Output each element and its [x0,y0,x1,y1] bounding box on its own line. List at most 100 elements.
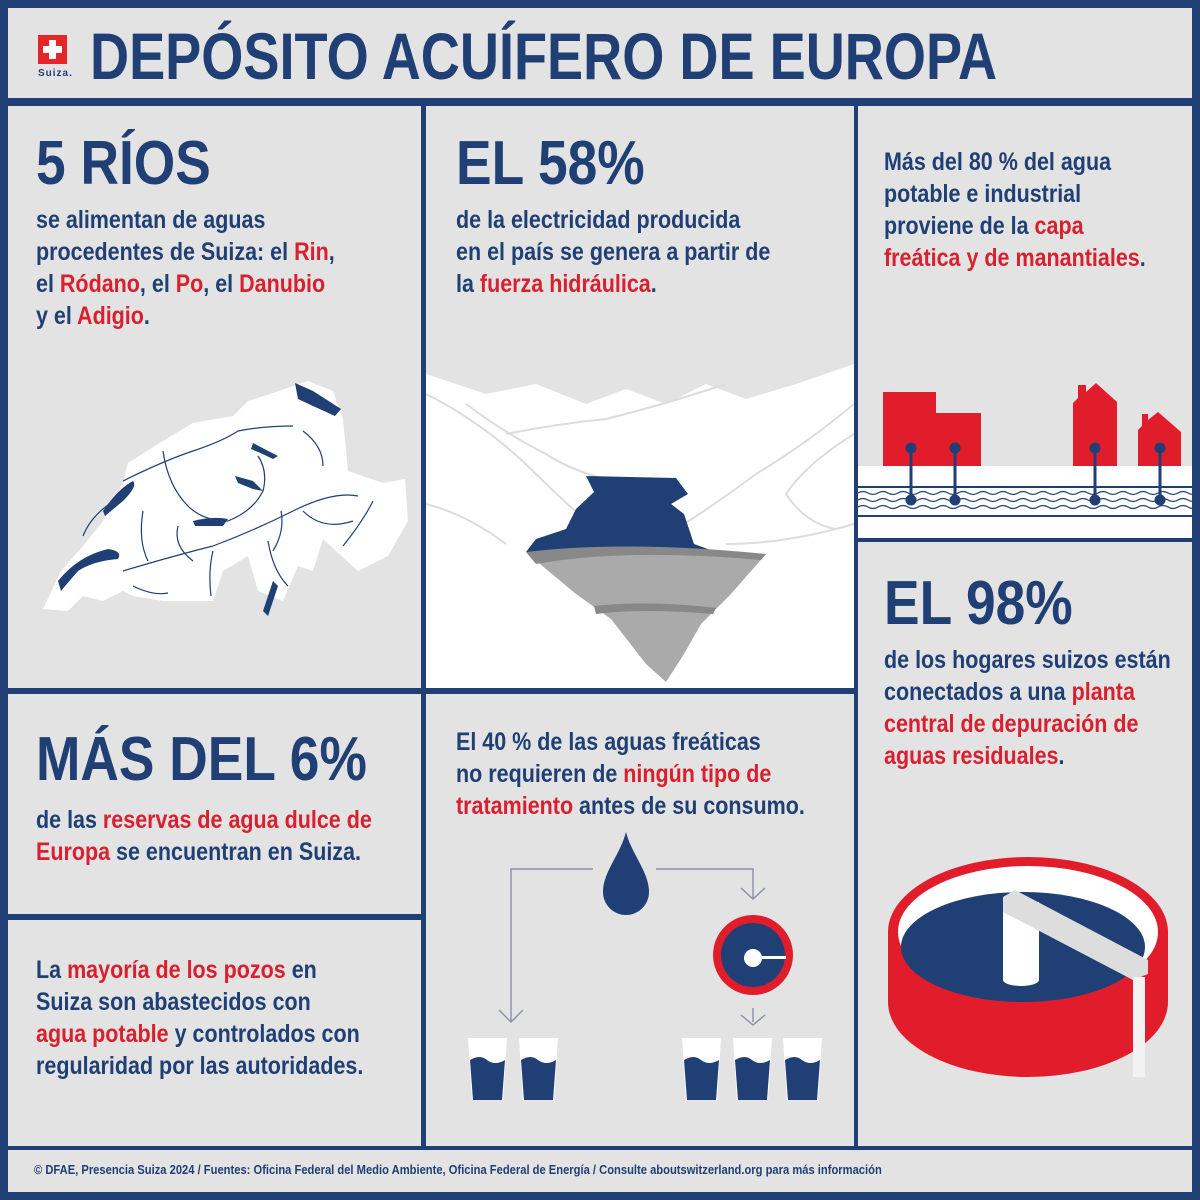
body-text: proviene de la [884,212,1035,240]
highlight-text: tratamiento [456,792,574,820]
text-line: central de depuración de [884,708,1171,740]
rivers-headline: 5 RÍOS [36,129,211,198]
text-line: el Ródano, el Po, el Danubio [36,268,335,300]
body-text: . [1139,244,1146,272]
hydro-panel: EL 58% de la electricidad producida en el… [426,106,854,688]
body-text: procedentes de Suiza: el [36,238,295,266]
page-title: DEPÓSITO ACUÍFERO DE EUROPA [90,19,998,93]
body-text: en [285,956,317,984]
glasses-right [682,1038,822,1100]
highlight-text: Po [175,270,204,298]
text-line: Europa se encuentran en Suiza. [36,836,372,868]
text-line: procedentes de Suiza: el Rin, [36,236,335,268]
body-text: en el país se genera a partir de [456,238,771,266]
untreated-text: El 40 % de las aguas freáticas no requier… [456,726,854,822]
text-line: tratamiento antes de su consumo. [456,790,805,822]
body-text: El 40 % de las aguas freáticas [456,728,761,756]
body-text: regularidad por las autoridades. [36,1052,364,1080]
rivers-text: se alimentan de aguas procedentes de Suiz… [36,204,383,332]
reserves-panel: MÁS DEL 6% de las reservas de agua dulce… [8,694,421,914]
body-text: . [650,270,657,298]
hydro-headline: EL 58% [456,129,645,198]
body-text: y controlados con [168,1020,360,1048]
text-line: de la electricidad producida [456,204,770,236]
footer: © DFAE, Presencia Suiza 2024 / Fuentes: … [8,1150,1192,1192]
highlight-text: fuerza hidráulica [479,270,651,298]
water-drop-glasses-icon [468,832,822,1100]
highlight-text: Rin [294,238,329,266]
text-line: regularidad por las autoridades. [36,1050,363,1082]
switzerland-map-icon [43,381,408,616]
text-line: potable e industrial [884,178,1146,210]
highlight-text: freática y de manantiales [884,244,1140,272]
text-line: El 40 % de las aguas freáticas [456,726,805,758]
groundwater-text: Más del 80 % del agua potable e industria… [884,146,1188,274]
body-text: potable e industrial [884,180,1082,208]
text-line: no requieren de ningún tipo de [456,758,805,790]
text-line: la fuerza hidráulica. [456,268,770,300]
alpine-reservoir-icon [426,364,854,688]
text-line: agua potable y controlados con [36,1018,363,1050]
text-line: en el país se genera a partir de [456,236,770,268]
wells-panel: La mayoría de los pozos en Suiza son abas… [8,920,421,1146]
footer-credits: © DFAE, Presencia Suiza 2024 / Fuentes: … [34,1162,882,1177]
highlight-text: Europa [36,838,111,866]
highlight-text: capa [1034,212,1084,240]
body-text: se alimentan de aguas [36,206,266,234]
text-line: conectados a una planta [884,676,1171,708]
treatment-tank-icon [888,857,1168,1077]
body-text: de la electricidad producida [456,206,741,234]
text-line: Suiza son abastecidos con [36,986,363,1018]
buildings-wells-icon [858,383,1192,538]
highlight-text: Ródano [59,270,140,298]
body-text: Suiza son abastecidos con [36,988,311,1016]
body-text: de las [36,806,103,834]
text-line: La mayoría de los pozos en [36,954,363,986]
hydro-text: de la electricidad producida en el país s… [456,204,821,300]
swiss-logo: Suiza. [30,26,80,90]
groundwater-panel: Más del 80 % del agua potable e industria… [858,106,1192,538]
highlight-text: reservas de agua dulce de [102,806,372,834]
highlight-text: mayoría de los pozos [67,956,286,984]
body-text: se encuentran en Suiza. [110,838,361,866]
wastewater-headline: EL 98% [884,569,1073,638]
highlight-text: agua potable [36,1020,169,1048]
text-line: se alimentan de aguas [36,204,335,236]
rivers-panel: 5 RÍOS se alimentan de aguas procedentes … [8,106,421,688]
glasses-left [468,1038,558,1100]
reserves-text: de las reservas de agua dulce de Europa s… [36,804,421,868]
highlight-text: aguas residuales [884,742,1059,770]
text-line: Más del 80 % del agua [884,146,1146,178]
highlight-text: Danubio [239,270,326,298]
swiss-flag-icon [38,35,67,64]
wastewater-panel: EL 98% de los hogares suizos están conect… [858,542,1192,1146]
highlight-text: central de depuración de [884,710,1139,738]
highlight-text: Adigio [77,302,144,330]
body-text: . [143,302,150,330]
wells-text: La mayoría de los pozos en Suiza son abas… [36,954,417,1082]
highlight-text: ningún tipo de [623,760,772,788]
text-line: de las reservas de agua dulce de [36,804,372,836]
body-text: el [36,270,60,298]
body-text: la [456,270,480,298]
body-text: Más del 80 % del agua [884,148,1112,176]
body-text: . [1058,742,1065,770]
text-line: freática y de manantiales. [884,242,1146,274]
text-line: de los hogares suizos están [884,644,1171,676]
text-line: y el Adigio. [36,300,335,332]
body-text: de los hogares suizos están [884,646,1171,674]
body-text: antes de su consumo. [573,792,805,820]
body-text: no requieren de [456,760,624,788]
body-text: La [36,956,68,984]
wastewater-text: de los hogares suizos están conectados a … [884,644,1192,772]
reserves-headline: MÁS DEL 6% [36,725,367,794]
body-text: , el [139,270,176,298]
highlight-text: planta [1071,678,1135,706]
body-text: , [328,238,335,266]
text-line: aguas residuales. [884,740,1171,772]
logo-label: Suiza. [38,68,73,79]
untreated-panel: El 40 % de las aguas freáticas no requier… [426,694,854,1146]
body-text: y el [36,302,78,330]
body-text: , el [203,270,240,298]
body-text: conectados a una [884,678,1072,706]
